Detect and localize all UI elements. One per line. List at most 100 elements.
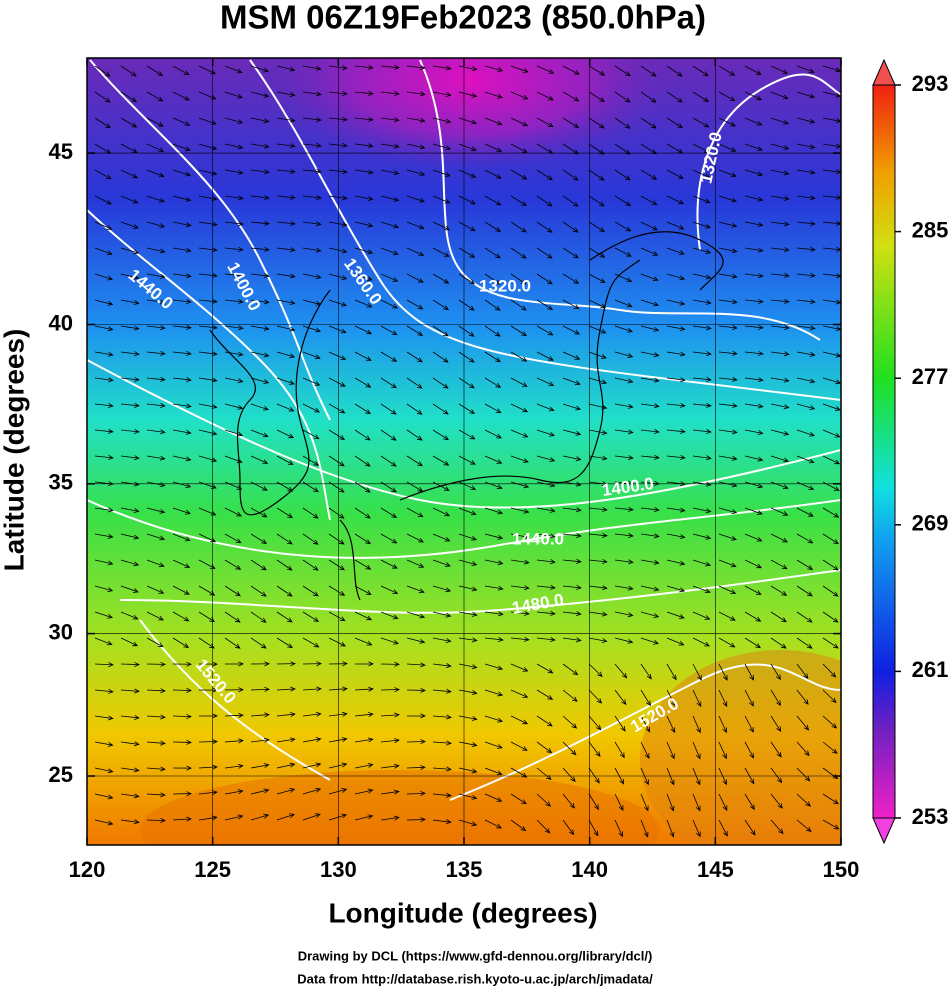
streamline [510,715,529,725]
streamline [744,663,754,681]
streamline [458,169,477,178]
x-tick-label: 150 [823,857,860,882]
streamline [744,91,763,101]
streamline [484,533,504,540]
streamline [458,689,478,695]
streamline [562,819,575,836]
streamline [276,117,296,123]
streamline [328,711,348,717]
streamline [250,455,269,464]
streamline [484,299,501,311]
streamline [484,715,504,723]
streamline [614,429,634,435]
streamline [354,661,374,667]
streamline [484,351,501,363]
streamline [536,117,554,128]
streamline [484,221,502,232]
streamline [276,507,294,519]
streamline [458,663,478,670]
streamline [250,273,270,279]
streamline [380,429,397,441]
streamline [744,143,763,151]
streamline [172,403,192,409]
grid [86,58,842,845]
streamline [458,429,476,440]
streamline [640,793,649,812]
streamline [276,351,296,359]
streamline [146,429,166,435]
streamline [380,325,398,336]
streamline [536,247,553,259]
streamline [302,762,322,769]
streamline [354,273,373,281]
streamline [458,819,478,827]
streamline [744,350,764,356]
streamline [224,611,241,623]
streamline [614,455,634,461]
streamline [172,559,191,568]
streamline [562,533,582,538]
streamline [354,195,374,202]
streamline [354,247,374,255]
streamline [432,325,449,337]
streamline [250,299,270,305]
streamline [406,559,425,568]
streamline [380,559,398,569]
streamline [614,663,628,679]
streamline [796,663,809,680]
streamline [380,403,397,415]
streamline [666,273,686,281]
streamline [120,169,139,179]
streamline [744,819,756,836]
streamline [640,454,660,460]
streamline [198,247,218,253]
streamline [120,117,138,128]
streamline [484,169,502,179]
streamline [328,403,346,414]
streamline [224,272,244,278]
streamline [224,814,244,821]
streamline [328,686,348,692]
streamline [666,715,676,734]
streamline [354,507,371,519]
streamline [510,247,527,259]
streamline [588,247,606,258]
streamline [458,91,478,98]
streamline [796,793,811,807]
x-axis-label: Longitude (degrees) [328,897,597,928]
streamline [302,91,322,97]
streamline [770,403,790,410]
streamline [172,324,192,330]
streamline [536,507,556,513]
streamline [614,819,623,838]
streamline [224,403,244,410]
streamline [172,143,191,152]
streamline [614,741,625,759]
streamline [562,767,576,783]
streamline [536,559,556,565]
streamline [536,455,556,463]
streamline [120,793,140,799]
streamline [224,246,244,252]
streamline [692,585,711,594]
streamline [250,611,267,623]
streamline [822,481,840,491]
streamline [432,663,452,669]
streamline [562,377,581,386]
streamline [640,585,660,592]
streamline [822,507,840,518]
streamline [302,455,320,466]
streamline [224,325,244,331]
streamline [640,559,660,565]
streamline [692,741,701,760]
streamline [796,507,814,517]
streamline [562,507,582,513]
streamline [510,299,527,311]
streamline [718,350,738,356]
streamline [302,787,322,795]
streamline [458,767,478,774]
streamline [302,65,322,71]
streamline [146,817,166,823]
streamline [770,169,790,176]
